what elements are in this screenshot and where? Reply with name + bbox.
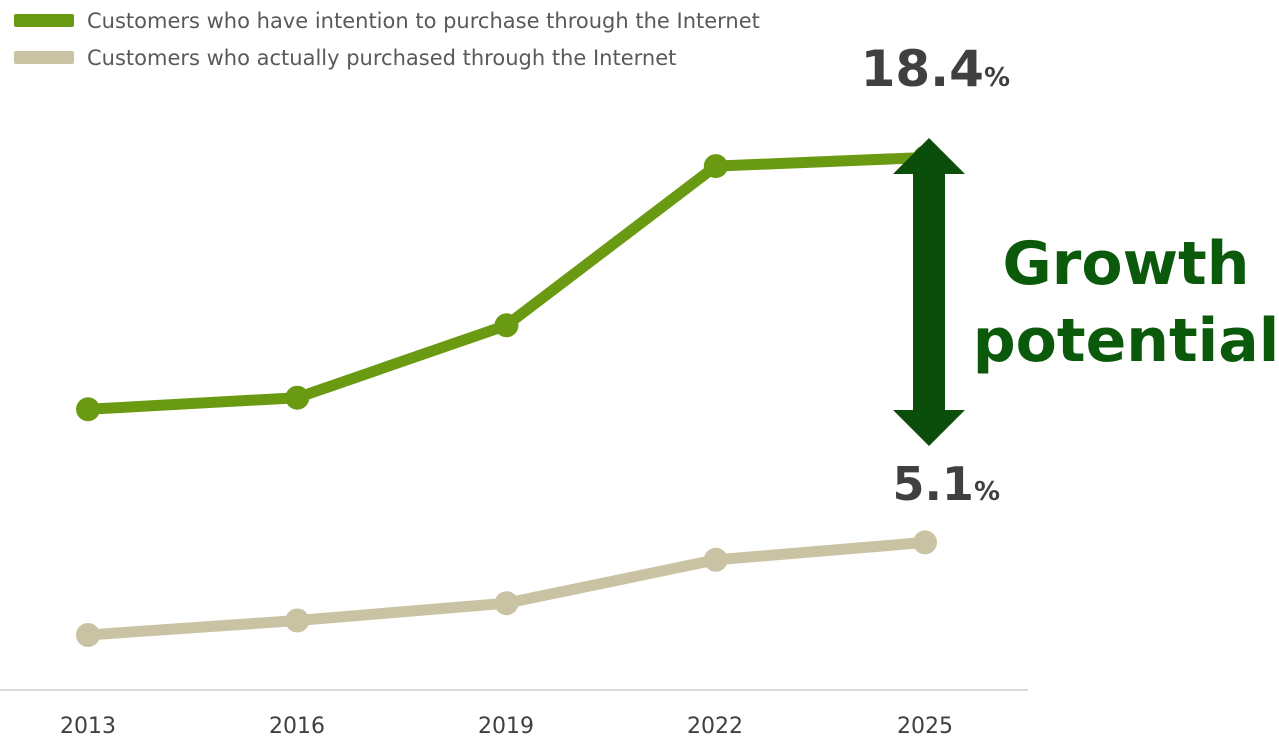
series-0-point-0 [76,397,100,422]
x-tick-label: 2022 [687,714,743,736]
series-0-point-3 [703,154,728,179]
series-1-point-3 [703,547,728,572]
growth-double-arrow [893,138,965,446]
series-1-point-0 [76,623,100,647]
growth-label-line2: potential [973,306,1279,376]
legend: Customers who have intention to purchase… [14,9,760,70]
series-1-point-2 [494,591,519,616]
top-value-unit: % [984,63,1010,93]
x-tick-label: 2016 [269,714,325,736]
bottom-value-number: 5.1 [892,457,974,511]
series-1-point-4 [913,530,937,555]
x-axis-tick-labels: 2013 2016 2019 2022 2025 [60,714,953,736]
legend-swatch-intention [14,14,74,27]
series-layer [76,145,937,647]
legend-swatch-actual [14,51,74,64]
legend-label-actual: Customers who actually purchased through… [87,46,676,70]
bottom-value-unit: % [974,477,1000,507]
series-line-1 [82,536,931,641]
series-0-point-2 [494,313,519,338]
x-tick-label: 2013 [60,714,116,736]
series-line-0 [82,152,931,415]
x-tick-label: 2019 [478,714,534,736]
top-value-number: 18.4 [861,40,984,98]
growth-label-line1: Growth [1003,229,1250,299]
series-1-point-1 [285,608,310,633]
top-value-label: 18.4% [861,40,1010,98]
legend-label-intention: Customers who have intention to purchase… [87,9,760,33]
x-tick-label: 2025 [897,714,953,736]
series-0-point-1 [285,385,310,410]
bottom-value-label: 5.1% [892,457,1000,511]
